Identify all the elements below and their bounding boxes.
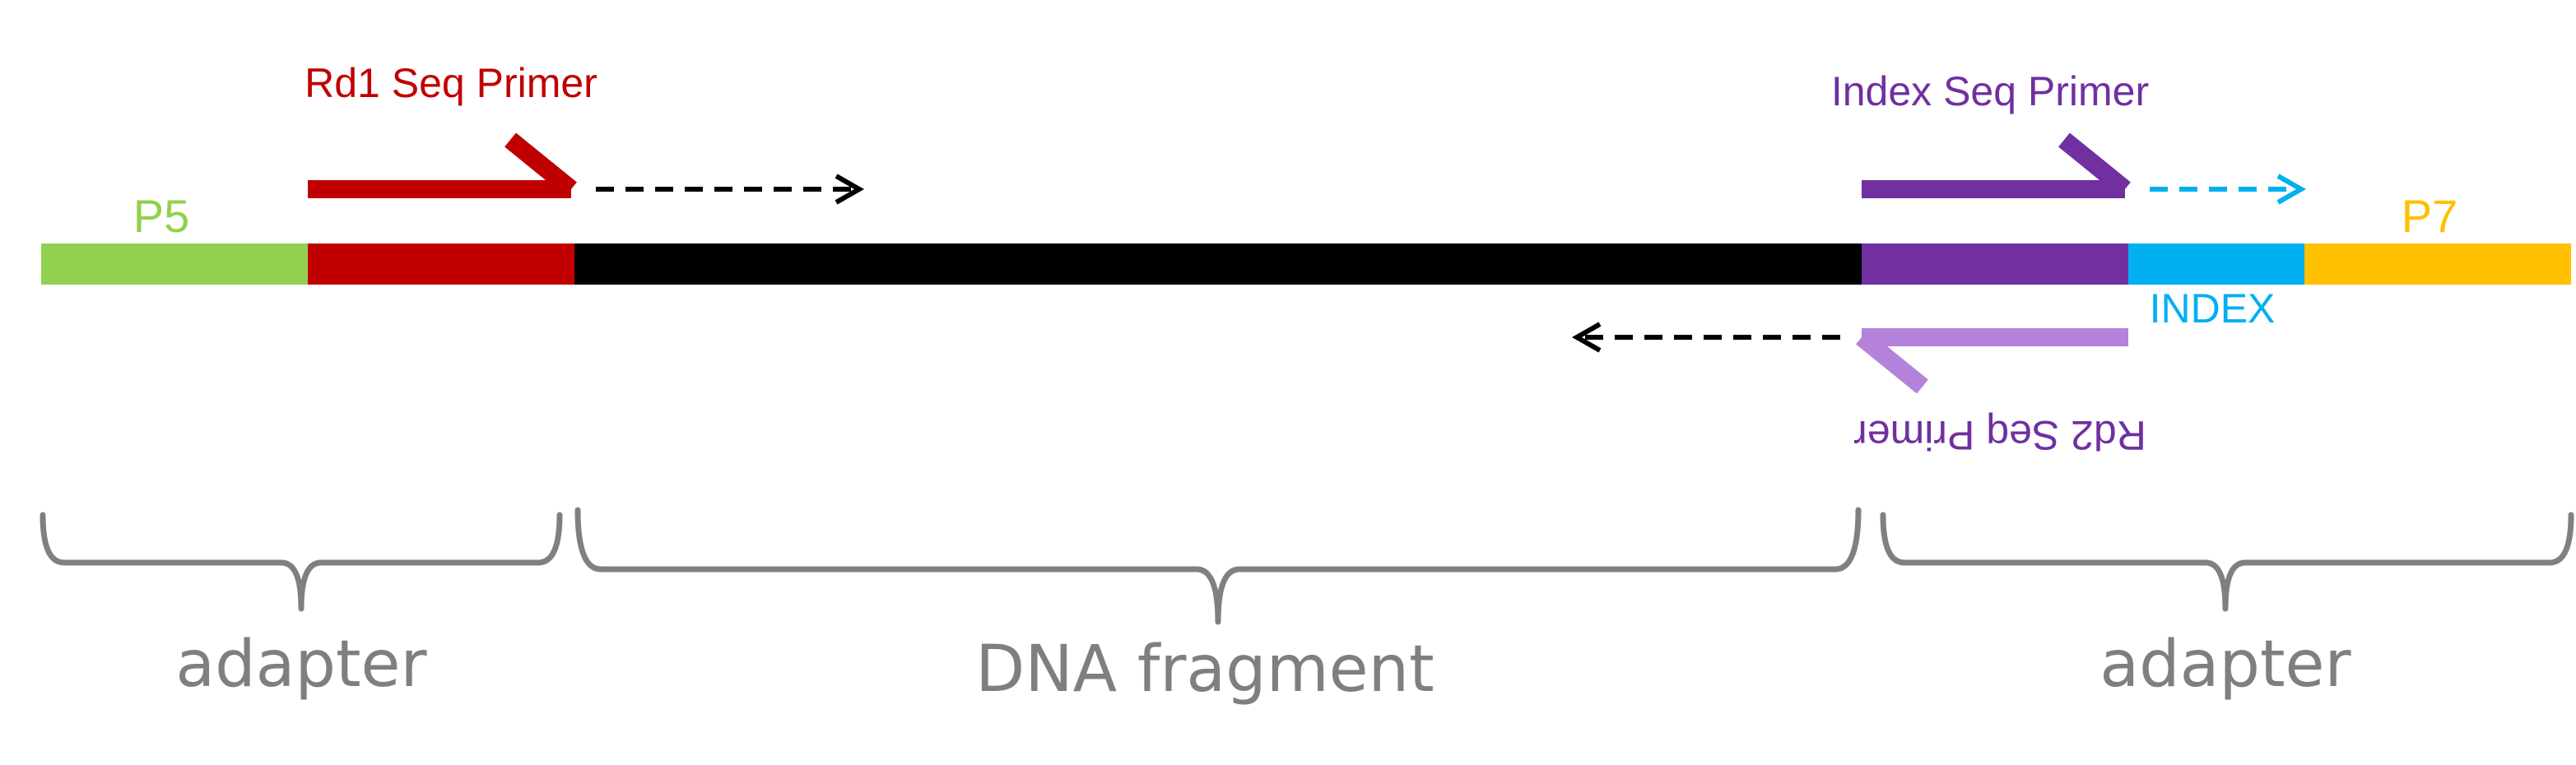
- rd2-extension-arrow: [1571, 322, 1840, 353]
- rd2-primer-label: Rd2 Seq Primer: [1853, 412, 2146, 458]
- dna-fragment-label: DNA fragment: [975, 633, 1434, 707]
- insert-segment: [574, 243, 1862, 285]
- rd1-primer-label: Rd1 Seq Primer: [305, 60, 598, 106]
- brace-dna-fragment: [574, 507, 1862, 625]
- index-primer-label: Index Seq Primer: [1831, 68, 2149, 114]
- rd1-segment: [308, 243, 574, 285]
- index-primer-segment: [1862, 243, 2128, 285]
- brace-left-adapter: [40, 512, 563, 612]
- index-extension-arrow: [2150, 174, 2307, 205]
- rd1-extension-arrow: [596, 174, 865, 205]
- rd1-primer-arrow: [308, 132, 577, 198]
- p5-segment: [41, 243, 308, 285]
- p5-label: P5: [133, 190, 190, 242]
- p7-label: P7: [2402, 190, 2458, 242]
- p7-segment: [2304, 243, 2571, 285]
- index-segment: [2128, 243, 2304, 285]
- left-adapter-label: adapter: [175, 628, 427, 702]
- rd2-primer-arrow: [1856, 328, 2128, 394]
- library-bar: [41, 243, 2571, 285]
- brace-right-adapter: [1880, 512, 2574, 612]
- index-primer-arrow: [1862, 132, 2131, 198]
- right-adapter-label: adapter: [2099, 628, 2351, 702]
- index-label: INDEX: [2150, 285, 2276, 332]
